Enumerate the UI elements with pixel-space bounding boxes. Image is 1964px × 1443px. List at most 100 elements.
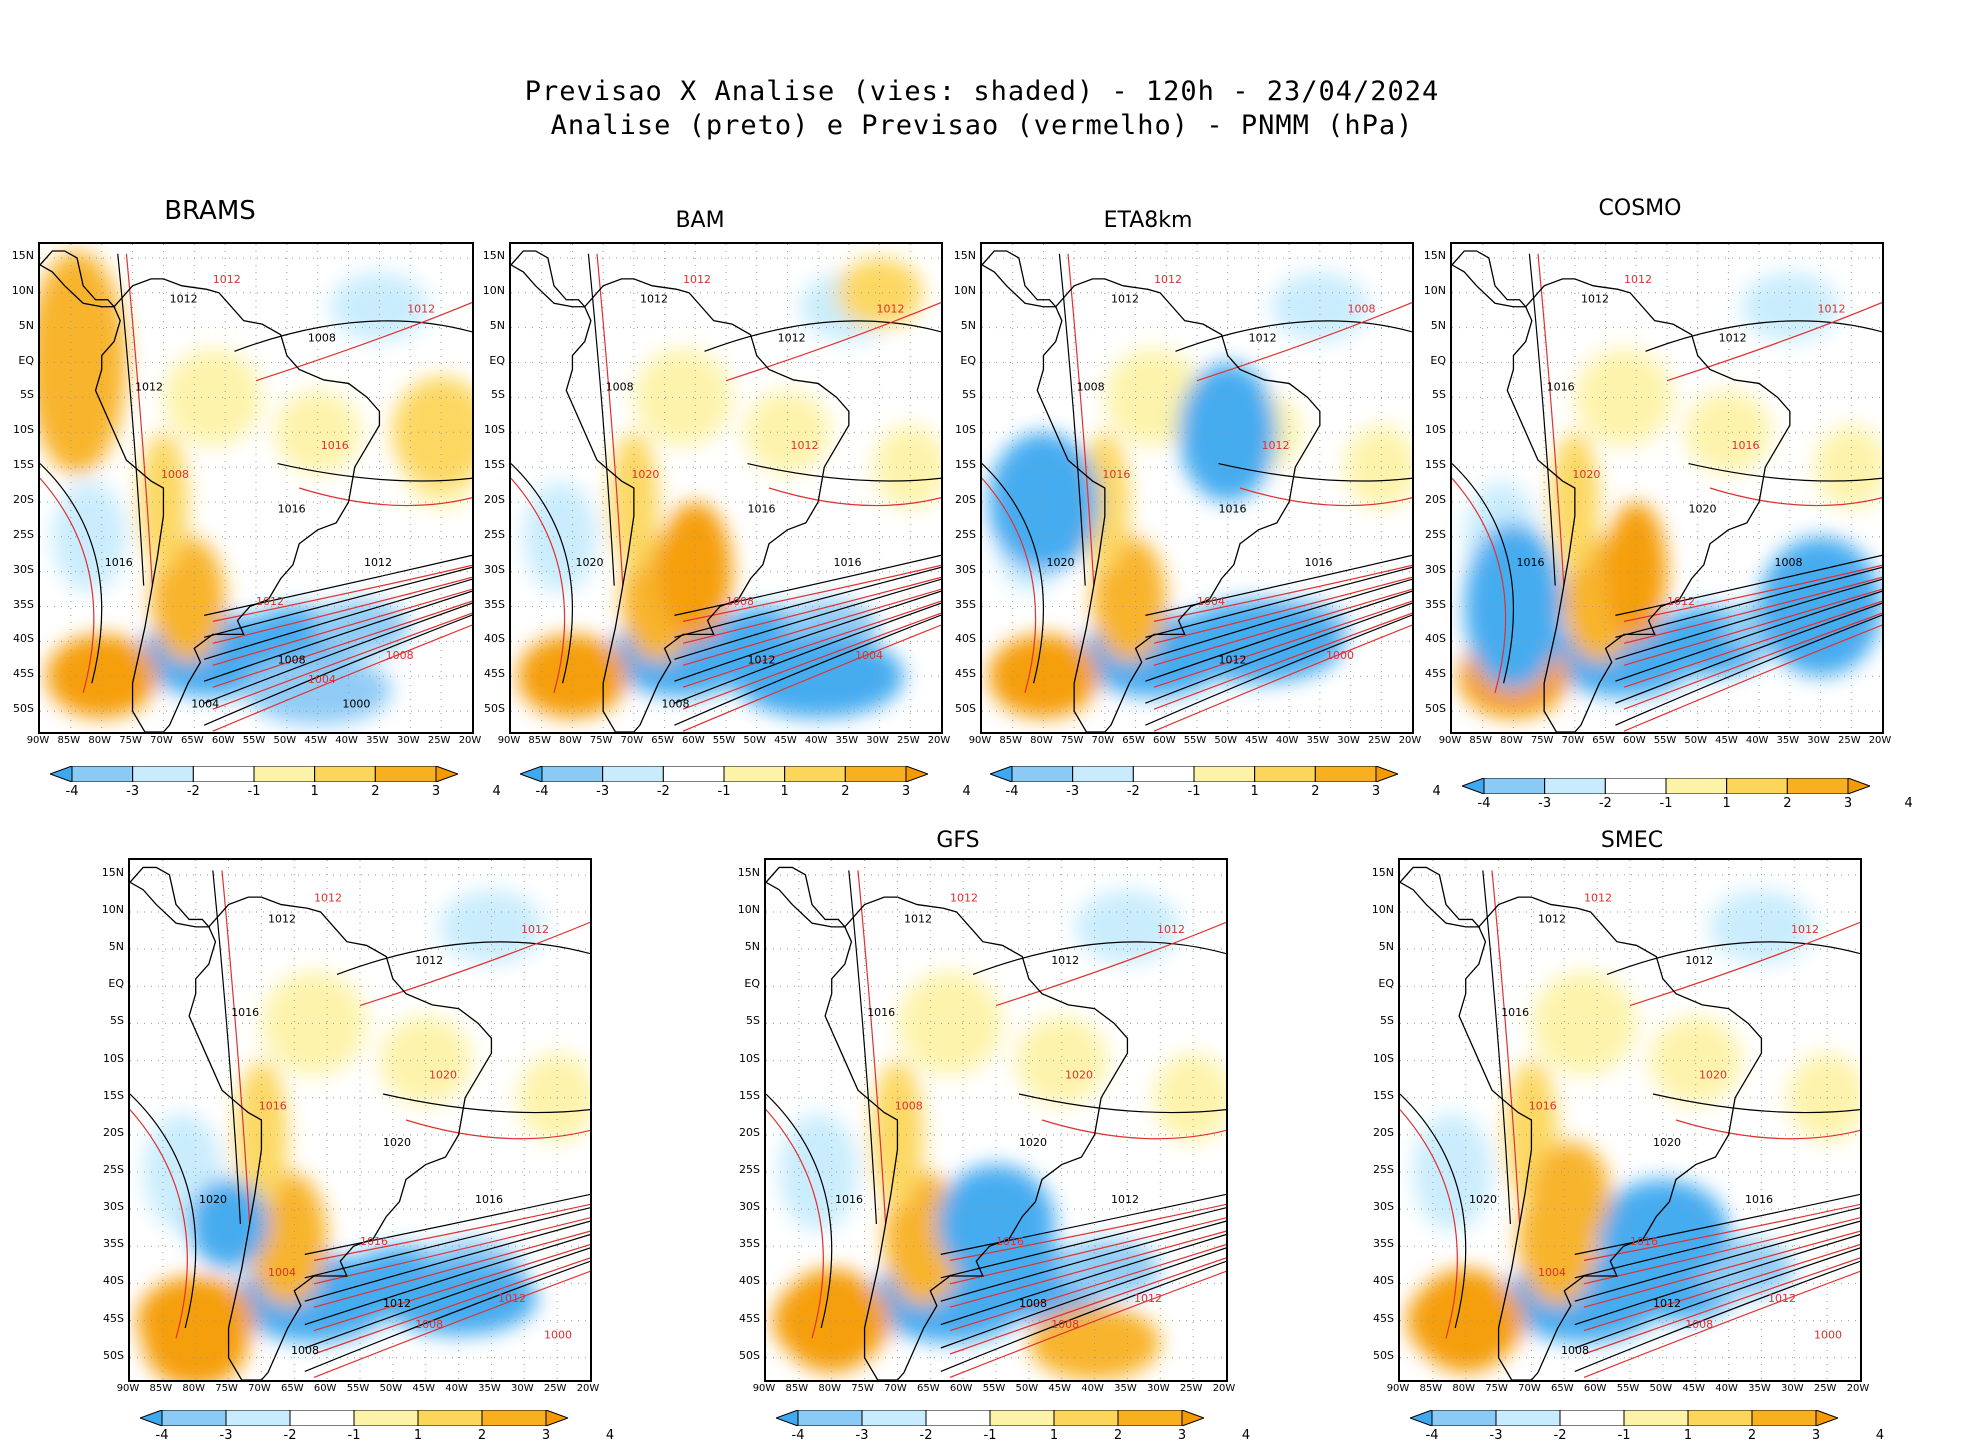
forecast-isobar-label: 1000 [1326, 649, 1354, 662]
analysis-isobar-label: 1020 [1047, 556, 1075, 569]
lon-tick-label: 45W [1715, 735, 1738, 746]
lat-tick-label: 15S [13, 458, 34, 472]
bias-shading [1153, 1053, 1226, 1143]
analysis-isobar-label: 1008 [1019, 1297, 1047, 1310]
analysis-isobar-label: 1000 [342, 698, 370, 711]
bias-shading [330, 271, 429, 342]
lon-tick-label: 50W [273, 735, 297, 746]
bias-shading [1074, 889, 1180, 964]
lon-tick-label: 55W [1653, 735, 1677, 746]
colorbar-label: 3 [1371, 784, 1381, 799]
colorbar [1462, 778, 1870, 794]
analysis-isobar-label: 1008 [308, 332, 336, 345]
panel-title: BRAMS [164, 196, 256, 226]
map-panel-unnamed: 1012 1012 1016 1020 1020 1016 1012 1008 1012 1012… [128, 858, 592, 1382]
lat-tick-label: 35S [103, 1237, 124, 1251]
lon-tick-label: 50W [1214, 735, 1238, 746]
lon-tick-label: 60W [313, 1383, 337, 1394]
lat-tick-label: EQ [108, 977, 124, 991]
forecast-isobar-label: 1012 [1791, 923, 1819, 936]
lon-tick-label: 45W [774, 735, 797, 746]
analysis-isobar-label: 1016 [835, 1193, 863, 1206]
bias-shading [379, 1016, 472, 1106]
lat-tick-label: 35S [13, 597, 34, 611]
analysis-isobar-label: 1012 [415, 954, 443, 967]
lon-tick-label: 65W [916, 1383, 940, 1394]
bias-shading [438, 889, 544, 964]
analysis-isobar-label: 1012 [748, 654, 776, 667]
lon-tick-label: 80W [559, 735, 582, 746]
bias-shading [1740, 271, 1839, 342]
lat-tick-label: 10S [103, 1051, 124, 1065]
bias-shading [836, 257, 923, 328]
lat-tick-label: 20S [484, 492, 505, 506]
colorbar [140, 1410, 568, 1426]
bias-shading [1649, 1016, 1742, 1106]
lat-tick-label: 35S [955, 597, 976, 611]
analysis-isobar-label: 1008 [1561, 1344, 1589, 1357]
lat-tick-label: 10S [1373, 1051, 1394, 1065]
lat-tick-label: 40S [484, 632, 505, 646]
forecast-isobar-label: 1016 [1630, 1235, 1658, 1248]
analysis-isobar-label: 1016 [1219, 502, 1247, 515]
forecast-isobar-label: 1012 [1154, 273, 1182, 286]
lon-tick-label: 25W [1813, 1383, 1837, 1394]
lon-tick-label: 85W [999, 735, 1023, 746]
forecast-isobar-label: 1012 [314, 892, 342, 905]
lat-tick-label: 25S [1373, 1163, 1394, 1176]
lon-tick-label: 75W [1530, 735, 1554, 746]
colorbar-label: 2 [371, 784, 380, 799]
figure-title-line2: Analise (preto) e Previsao (vermelho) - … [550, 110, 1414, 141]
panel-title: COSMO [1598, 196, 1682, 221]
lon-tick-label: 75W [1060, 735, 1084, 746]
forecast-isobar-label: 1008 [1051, 1318, 1079, 1331]
coastline [1458, 896, 1763, 1380]
lon-tick-label: 35W [835, 735, 859, 746]
forecast-isobar-label: 1012 [1768, 1292, 1796, 1305]
bias-shading [163, 348, 263, 447]
lat-tick-label: 45S [1373, 1311, 1394, 1325]
analysis-isobar-label: 1016 [1745, 1193, 1773, 1206]
panel-title: GFS [936, 828, 980, 853]
lon-tick-label: 90W [116, 1383, 140, 1394]
lon-tick-label: 55W [712, 735, 736, 746]
lat-tick-label: EQ [1430, 353, 1446, 367]
lon-tick-label: 65W [180, 735, 204, 746]
analysis-isobar-label: 1012 [1538, 912, 1566, 925]
lat-tick-label: 20S [103, 1125, 124, 1139]
analysis-isobar-label: 1012 [904, 912, 932, 925]
analysis-isobar-label: 1012 [1685, 954, 1713, 967]
lat-tick-label: 10N [737, 903, 760, 916]
map-canvas: 1012 1012 1008 1016 1020 1016 1012 1012 1008 1016… [982, 244, 1412, 732]
coastline [94, 278, 381, 732]
analysis-isobar-label: 1020 [1019, 1136, 1047, 1149]
bias-shading [391, 376, 472, 488]
lon-tick-label: 90W [497, 735, 521, 746]
lon-tick-label: 50W [1684, 735, 1708, 746]
analysis-isobar-label: 1020 [1653, 1136, 1681, 1149]
forecast-isobar-label: 1016 [1102, 468, 1130, 481]
lat-tick-label: 15N [482, 248, 505, 262]
coastline [565, 278, 850, 732]
map-panel-smec: 1012 1012 1016 1020 1020 1016 1012 1008 1012 1012… [1398, 858, 1862, 1382]
forecast-isobar-label: 1012 [256, 595, 284, 608]
forecast-isobar-label: 1008 [1685, 1318, 1713, 1331]
lat-tick-label: 35S [1373, 1237, 1394, 1251]
lon-tick-label: 70W [1561, 735, 1585, 746]
lat-tick-label: 25S [955, 527, 976, 541]
analysis-isobar-label: 1016 [105, 556, 133, 569]
colorbar-label: -4 [65, 784, 79, 799]
lon-tick-label: 20W [1868, 735, 1892, 746]
lon-tick-label: 70W [150, 735, 173, 746]
lon-tick-label: 65W [1592, 735, 1615, 746]
lon-tick-label: 55W [346, 1383, 370, 1394]
analysis-isobar-label: 1020 [1469, 1193, 1497, 1206]
colorbar [520, 766, 928, 782]
lat-tick-label: 10N [1423, 283, 1446, 297]
map-canvas: 1012 1012 1016 1020 1016 1012 1008 1012 1012 1008… [766, 860, 1226, 1380]
analysis-isobar-label: 1012 [1051, 954, 1079, 967]
lon-tick-label: 50W [743, 735, 767, 746]
colorbar [776, 1410, 1204, 1426]
lon-tick-label: 60W [1152, 735, 1176, 746]
lat-tick-label: 50S [1373, 1348, 1394, 1362]
